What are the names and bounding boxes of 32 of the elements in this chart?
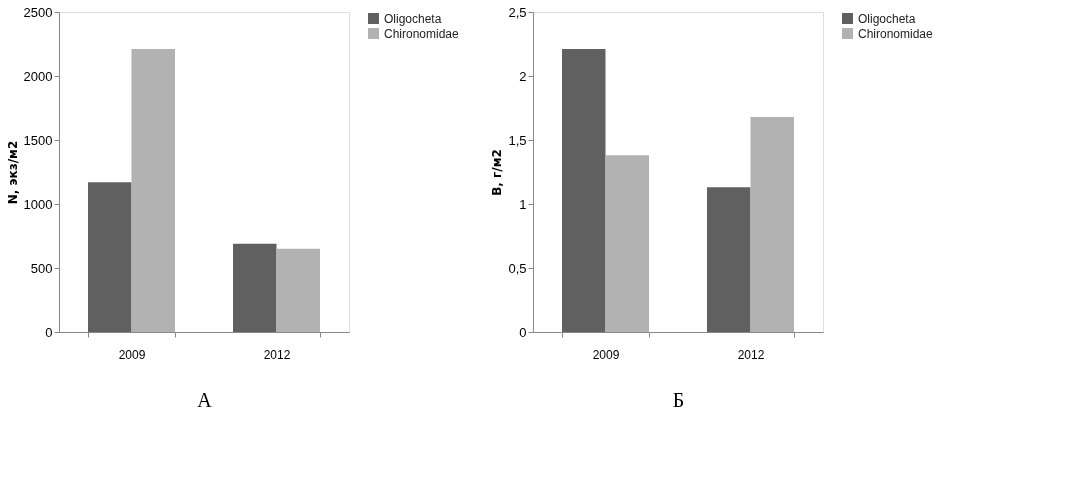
legend-label: Oligocheta bbox=[384, 11, 442, 26]
y-tick-label: 2000 bbox=[23, 68, 53, 84]
x-tick-label: 2009 bbox=[592, 347, 620, 362]
x-tick-label: 2012 bbox=[737, 347, 765, 362]
x-axis-title: Б bbox=[672, 388, 685, 411]
y-tick-label: 2500 bbox=[23, 4, 53, 20]
y-tick-label: 1,5 bbox=[508, 132, 527, 148]
bar bbox=[707, 187, 751, 332]
legend-label: Chironomidae bbox=[858, 26, 934, 41]
y-axis-title: B, г/м2 bbox=[490, 149, 505, 196]
y-tick-label: 1000 bbox=[23, 196, 53, 212]
bar bbox=[276, 248, 320, 332]
x-axis-title: А bbox=[197, 388, 213, 411]
y-axis-title: N, экз/м2 bbox=[5, 140, 20, 205]
x-tick-label: 2012 bbox=[263, 347, 291, 362]
bar bbox=[605, 155, 649, 332]
bar bbox=[750, 116, 794, 332]
bar bbox=[88, 182, 132, 332]
bar bbox=[233, 243, 277, 332]
y-tick-label: 1 bbox=[519, 196, 527, 212]
bar bbox=[131, 49, 175, 332]
y-tick-label: 2 bbox=[519, 68, 527, 84]
legend-label: Oligocheta bbox=[858, 11, 916, 26]
y-tick-label: 2,5 bbox=[508, 4, 527, 20]
legend-label: Chironomidae bbox=[384, 26, 460, 41]
y-tick-label: 0,5 bbox=[508, 260, 527, 276]
y-tick-label: 0 bbox=[45, 324, 53, 340]
y-tick-label: 0 bbox=[519, 324, 527, 340]
bar bbox=[562, 49, 606, 332]
y-tick-label: 500 bbox=[30, 260, 53, 276]
x-tick-label: 2009 bbox=[118, 347, 146, 362]
y-tick-label: 1500 bbox=[23, 132, 53, 148]
